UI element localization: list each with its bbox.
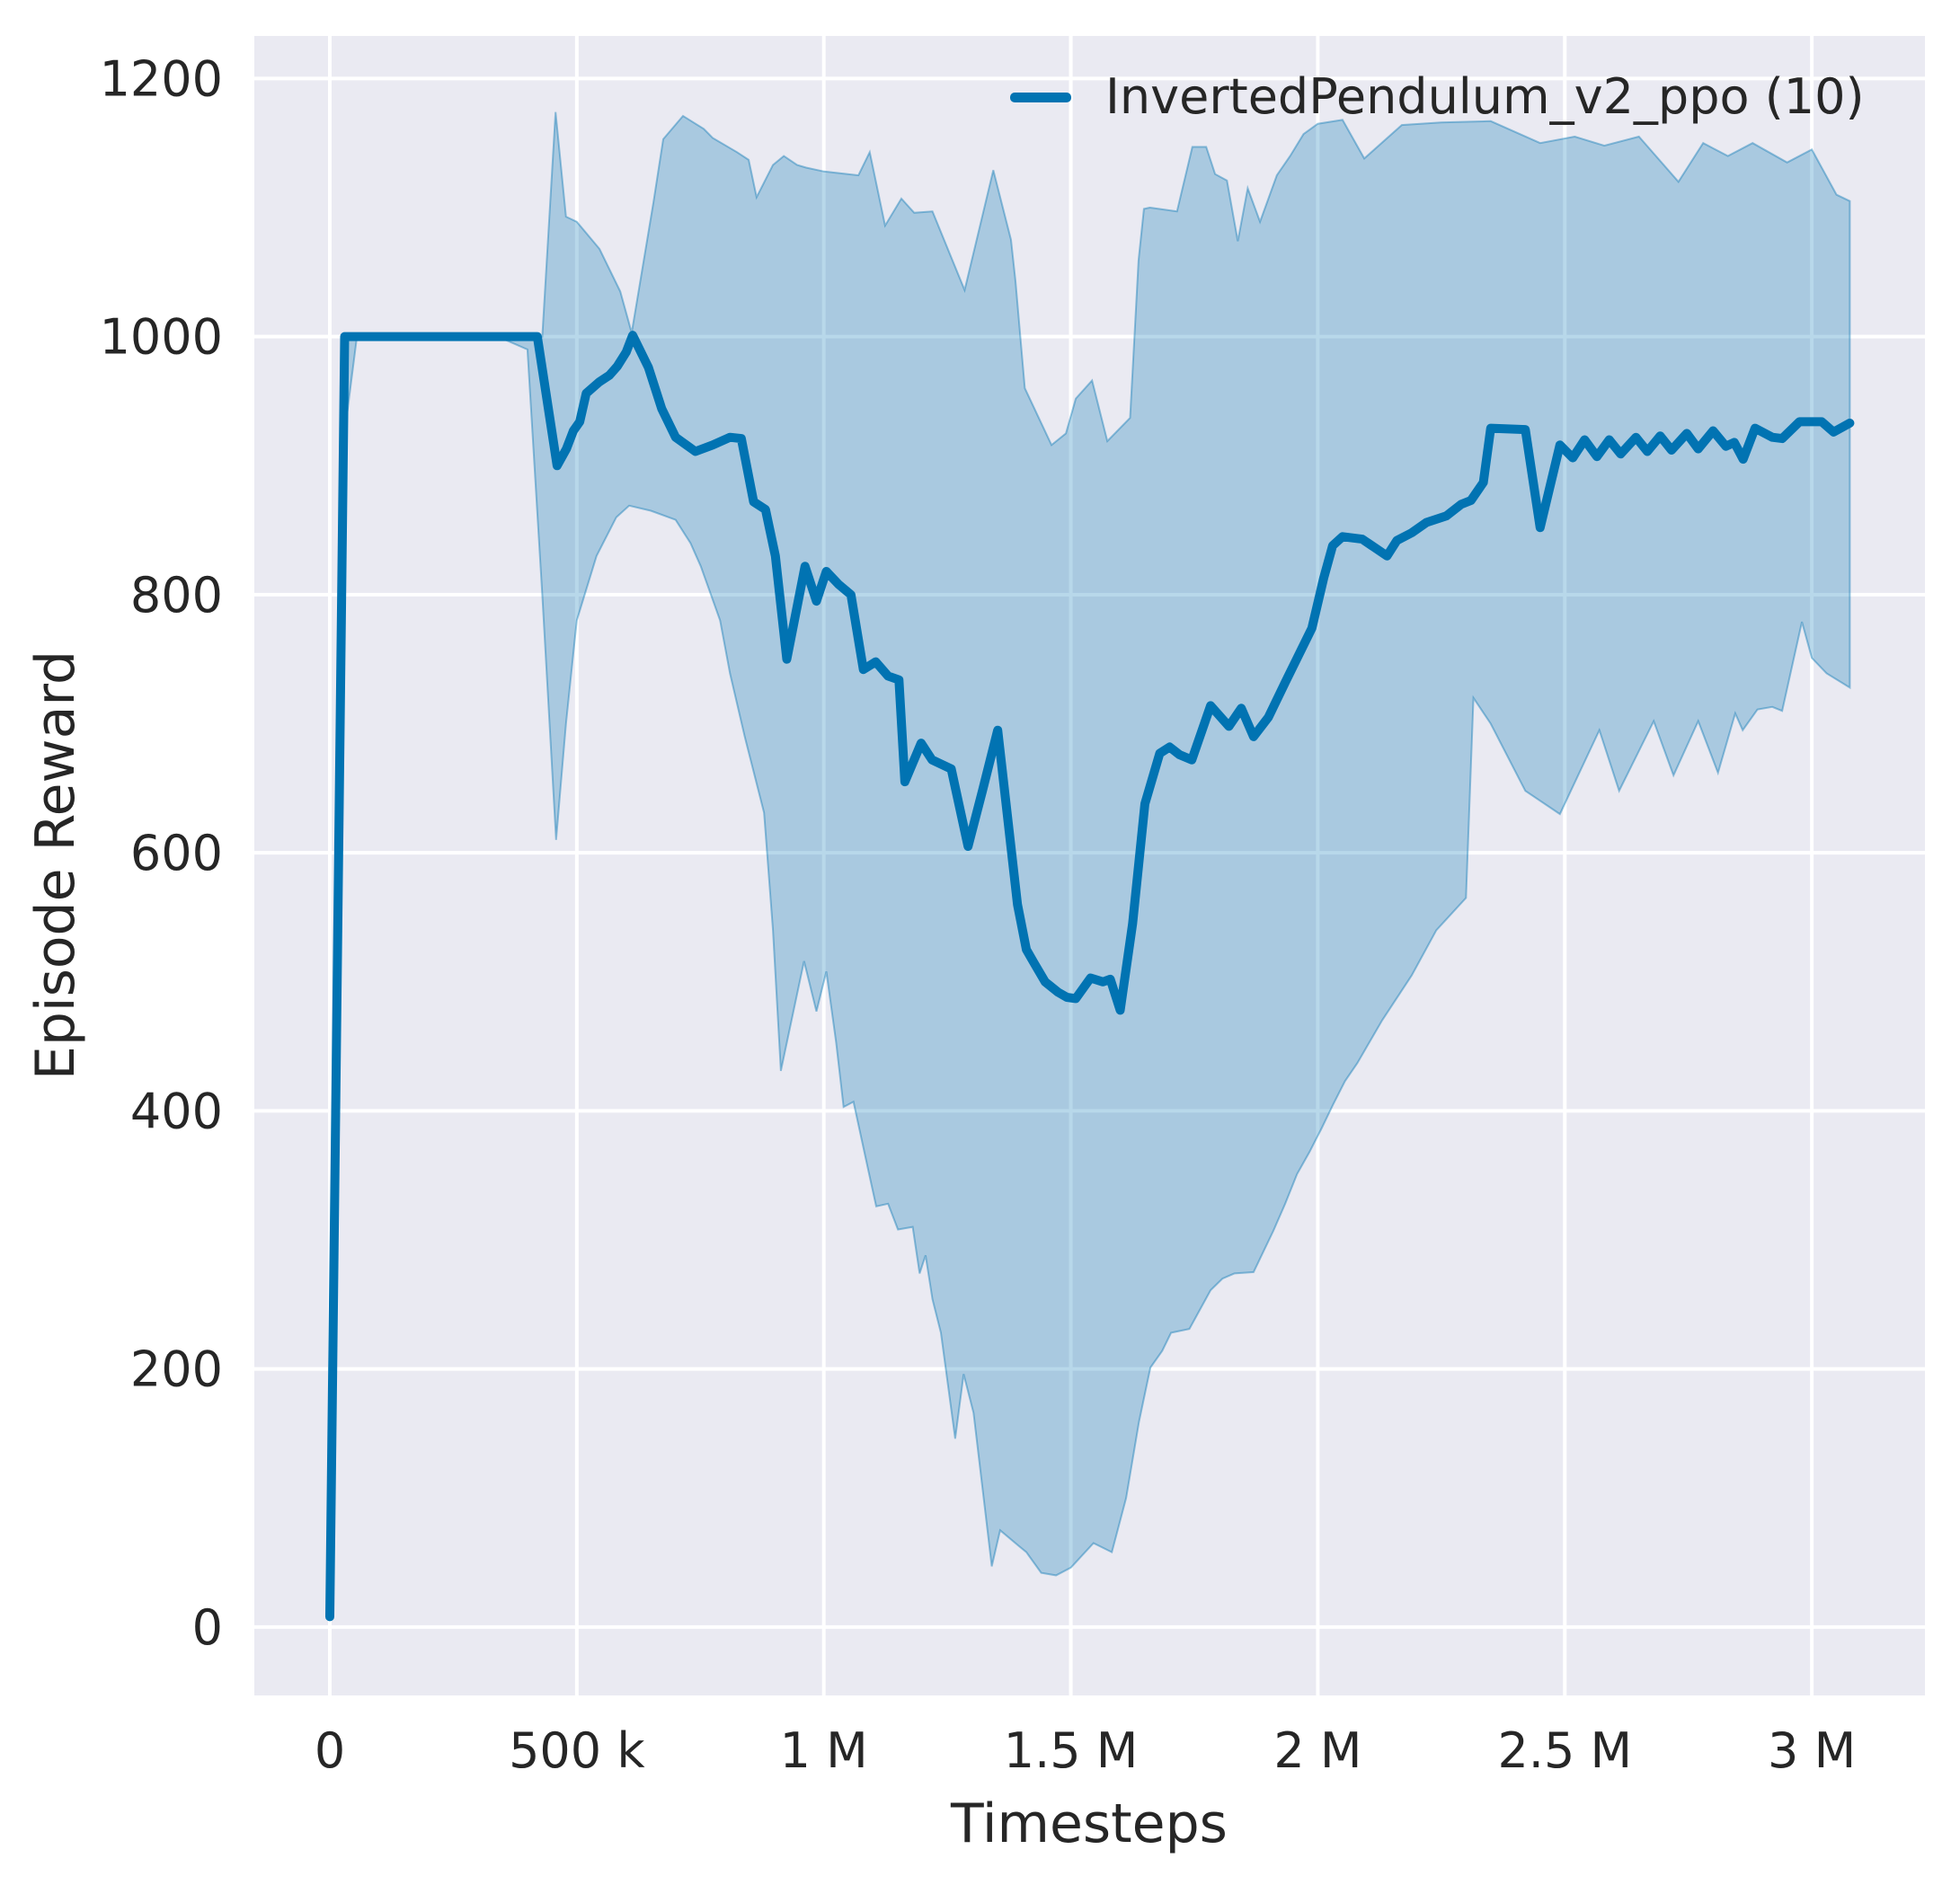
x-tick-label: 3 M (1768, 1722, 1856, 1779)
legend-line-swatch (1010, 92, 1071, 102)
legend-label: InvertedPendulum_v2_ppo (10) (1105, 68, 1865, 125)
y-tick-label: 600 (130, 825, 223, 881)
legend: InvertedPendulum_v2_ppo (10) (1010, 67, 1865, 127)
y-tick-label: 200 (130, 1341, 223, 1398)
axes-background (254, 36, 1925, 1695)
y-axis-label: Episode Reward (24, 650, 87, 1081)
x-tick-label: 2 M (1273, 1722, 1361, 1779)
x-tick-label: 2.5 M (1497, 1722, 1632, 1779)
x-axis-label: Timesteps (951, 1792, 1228, 1855)
mean-reward-line (325, 331, 1855, 1622)
x-tick-label: 500 k (509, 1722, 645, 1779)
y-tick-label: 0 (192, 1599, 223, 1656)
x-tick-label: 1.5 M (1004, 1722, 1139, 1779)
y-tick-label: 800 (130, 567, 223, 624)
minmax-band (329, 111, 1851, 1617)
y-tick-label: 400 (130, 1083, 223, 1139)
x-tick-label: 0 (315, 1722, 345, 1779)
y-tick-label: 1000 (100, 309, 223, 366)
y-tick-label: 1200 (100, 50, 223, 107)
x-tick-label: 1 M (780, 1722, 868, 1779)
